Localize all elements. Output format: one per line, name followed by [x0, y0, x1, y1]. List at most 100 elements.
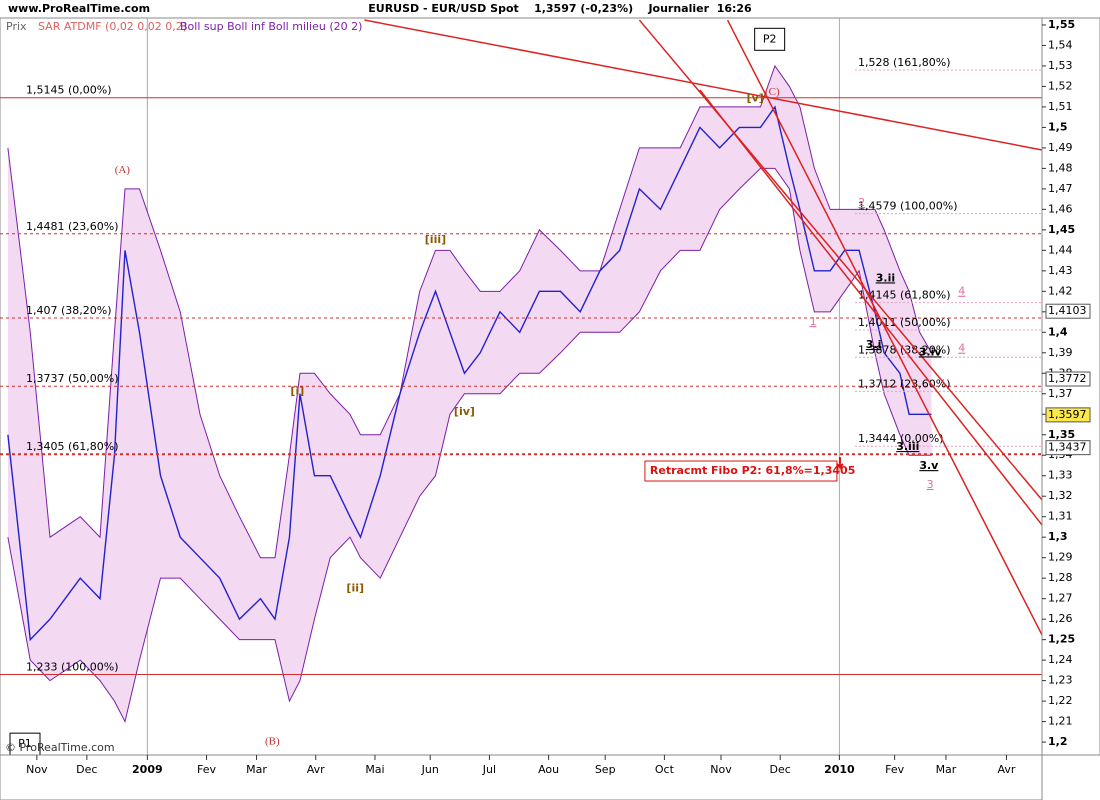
annotation: 3.i	[866, 338, 882, 351]
x-tick-label: Jul	[482, 763, 496, 776]
y-tick-label: 1,37	[1048, 387, 1073, 400]
trend-line	[699, 89, 1043, 526]
fib-p2-label: 1,4145 (61,80%)	[858, 289, 951, 302]
x-tick-label: Mar	[246, 763, 267, 776]
x-tick-label: Mar	[936, 763, 957, 776]
fib-p2-label: 1,3444 (0,00%)	[858, 432, 944, 445]
annotation: Retracmt Fibo P2: 61,8%=1,3405	[650, 464, 855, 477]
trend-line	[726, 19, 1043, 636]
y-tick-label: 1,47	[1048, 182, 1073, 195]
y-tick-label: 1,53	[1048, 59, 1073, 72]
price-tag-label: 1,3437	[1048, 441, 1087, 454]
annotation: 3	[927, 478, 934, 491]
y-tick-label: 1,48	[1048, 161, 1073, 174]
x-axis-panel	[0, 754, 1043, 800]
annotation: P2	[763, 32, 777, 45]
y-tick-label: 1,2	[1048, 735, 1068, 748]
annotation: 2	[858, 196, 865, 209]
annotation: 3.ii	[876, 271, 895, 284]
x-tick-label: Dec	[770, 763, 791, 776]
callout-arrow	[836, 457, 844, 470]
fib-label: 1,5145 (0,00%)	[26, 84, 112, 97]
y-tick-label: 1,5	[1048, 120, 1068, 133]
annotation-box	[754, 27, 786, 51]
annotation: (B)	[265, 736, 280, 748]
price-tag	[1045, 371, 1091, 387]
y-tick-label: 1,22	[1048, 694, 1073, 707]
y-tick-label: 1,25	[1048, 633, 1075, 646]
price-tag	[1045, 407, 1091, 423]
y-tick-label: 1,27	[1048, 592, 1073, 605]
fib-p2-label: 1,528 (161,80%)	[858, 56, 951, 69]
price-tag	[1045, 440, 1091, 456]
x-tick-label: Avr	[998, 763, 1016, 776]
x-tick-label: Fev	[885, 763, 904, 776]
fib-label: 1,3405 (61,80%)	[26, 440, 119, 453]
fib-label: 1,233 (100,00%)	[26, 660, 119, 673]
legend-sar: SAR ATDMF (0,02 0,02 0,2)	[38, 20, 187, 33]
x-tick-label: Nov	[26, 763, 48, 776]
annotation: (C)	[765, 86, 780, 98]
annotation: 3.iv	[919, 345, 943, 358]
plot: 1,5145 (0,00%) 1,4481 (23,60%) 1,407 (38,2…	[0, 18, 1043, 756]
y-tick-label: 1,33	[1048, 469, 1073, 482]
x-tick-label: Aou	[538, 763, 559, 776]
price-tag-label: 1,4103	[1048, 304, 1087, 317]
annotation: [ii]	[346, 581, 364, 594]
y-tick-label: 1,28	[1048, 571, 1073, 584]
fib-label: 1,407 (38,20%)	[26, 304, 112, 317]
annotation: 3.iii	[896, 440, 919, 453]
annotation: 1	[810, 315, 817, 328]
x-tick-label: Dec	[76, 763, 97, 776]
annotation: 3.v	[919, 459, 939, 472]
y-tick-label: 1,42	[1048, 284, 1073, 297]
price-tag	[1045, 303, 1091, 319]
y-tick-label: 1,24	[1048, 653, 1073, 666]
y-tick-label: 1,54	[1048, 38, 1073, 51]
x-tick-label: Jun	[421, 763, 439, 776]
price-tag-label: 1,3597	[1048, 408, 1087, 421]
annotation: (A)	[115, 164, 131, 176]
y-tick-label: 1,43	[1048, 264, 1073, 277]
x-tick-label: 2009	[132, 763, 163, 776]
fib-p2-label: 1,4579 (100,00%)	[858, 200, 958, 213]
trend-line	[364, 19, 1043, 151]
annotation: 4	[958, 342, 965, 355]
y-tick-label: 1,26	[1048, 612, 1073, 625]
fib-p2-label: 1,3712 (23,60%)	[858, 377, 951, 390]
y-tick-label: 1,39	[1048, 346, 1073, 359]
x-tick-label: Mai	[365, 763, 384, 776]
y-tick-label: 1,52	[1048, 79, 1073, 92]
x-tick-label: Fev	[197, 763, 216, 776]
y-tick-label: 1,3	[1048, 530, 1068, 543]
x-tick-label: Nov	[710, 763, 732, 776]
y-tick-label: 1,31	[1048, 510, 1073, 523]
annotation: [iii]	[425, 233, 446, 246]
y-tick-label: 1,45	[1048, 223, 1075, 236]
bollinger-upper	[7, 64, 932, 559]
trend-line	[638, 19, 1043, 501]
y-tick-label: 1,21	[1048, 715, 1073, 728]
x-tick-label: Avr	[307, 763, 325, 776]
y-tick-label: 1,51	[1048, 100, 1073, 113]
y-tick-label: 1,29	[1048, 551, 1073, 564]
legend-bollinger: Boll sup Boll inf Boll milieu (20 2)	[180, 20, 362, 33]
fib-label: 1,4481 (23,60%)	[26, 220, 119, 233]
y-tick-label: 1,46	[1048, 202, 1073, 215]
copyright: © ProRealTime.com	[5, 741, 115, 754]
fib-p2-label: 1,4011 (50,00%)	[858, 316, 951, 329]
site-name: www.ProRealTime.com	[8, 2, 150, 15]
x-tick-label: Sep	[595, 763, 616, 776]
legend-price: Prix	[6, 20, 27, 33]
annotation: [iv]	[454, 405, 475, 418]
annotation: [i]	[290, 385, 304, 398]
price-line	[7, 105, 932, 642]
chart-title: EURUSD - EUR/USD Spot 1,3597 (-0,23%) Jo…	[368, 2, 752, 15]
callout-box	[644, 460, 838, 482]
y-tick-label: 1,35	[1048, 428, 1075, 441]
y-tick-label: 1,32	[1048, 489, 1073, 502]
y-tick-label: 1,49	[1048, 141, 1073, 154]
x-tick-label: 2010	[824, 763, 855, 776]
annotation: [v]	[747, 92, 764, 105]
